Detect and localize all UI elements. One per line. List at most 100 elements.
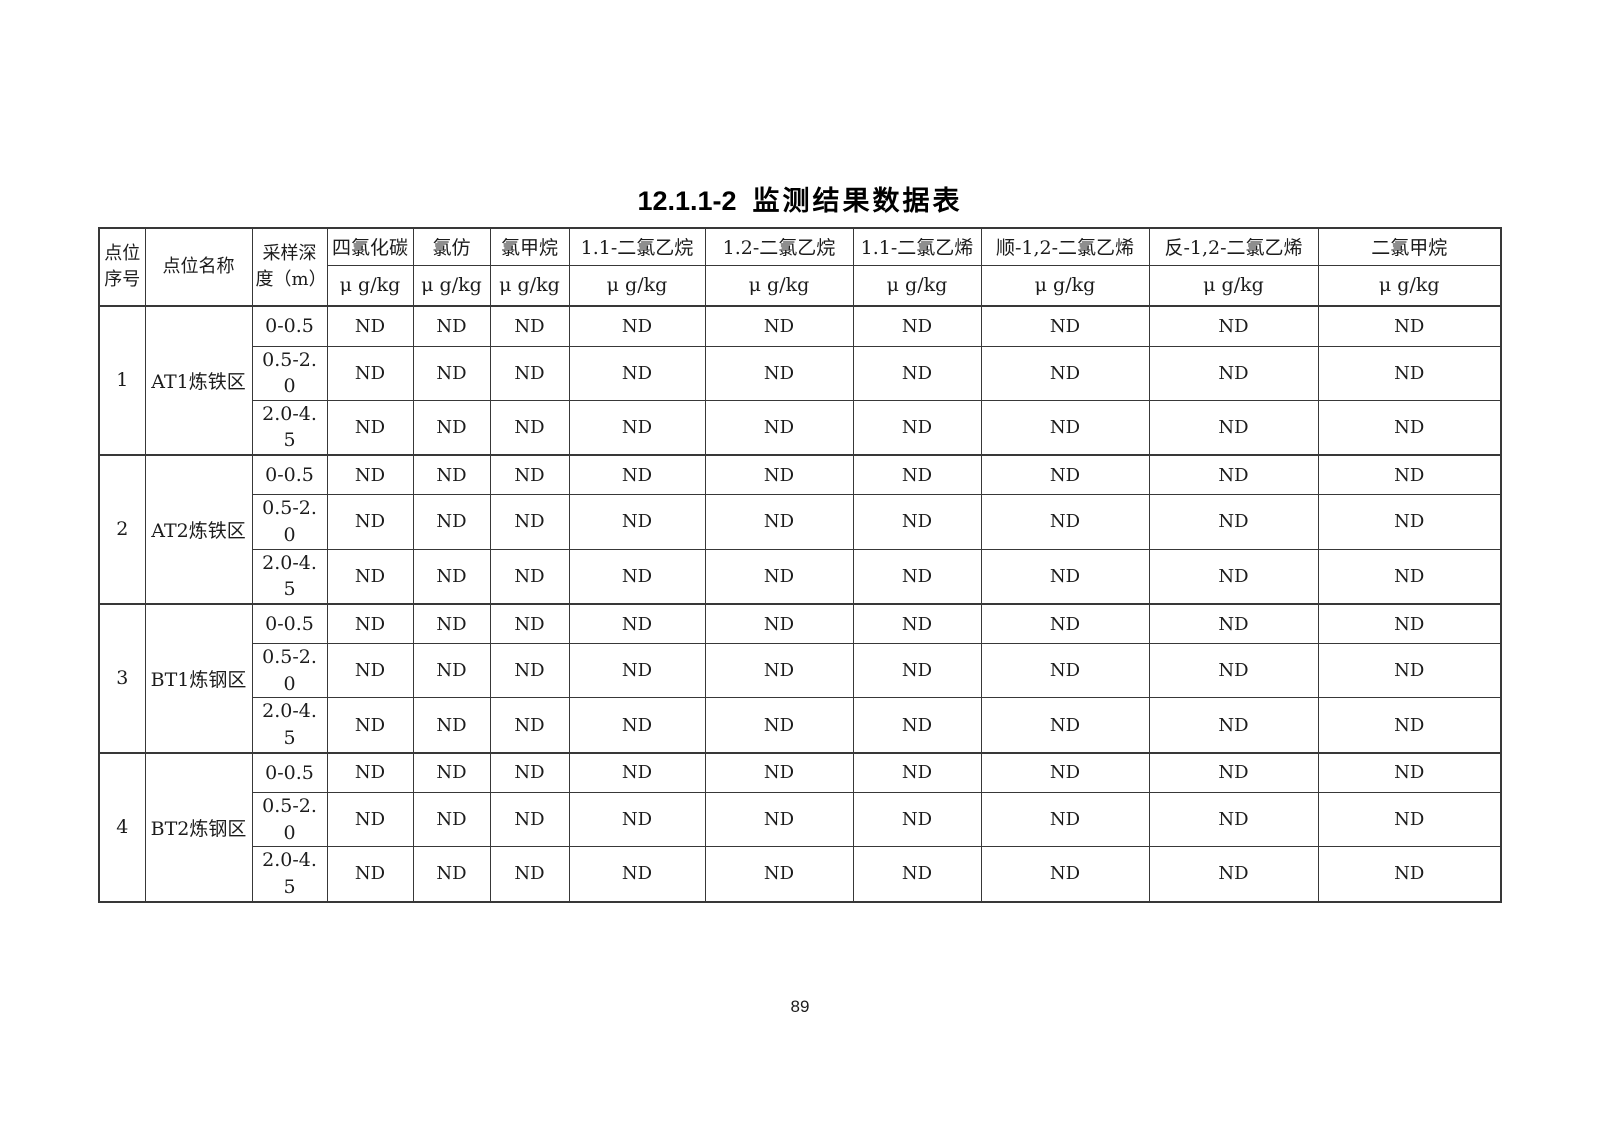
value-cell: ND [412,602,491,645]
header-analyte-1: 氯仿 [412,227,491,266]
value-cell: ND [568,643,706,699]
unit-cell-5: μ g/kg [852,264,982,307]
header-analyte-5: 1.1-二氯乙烯 [852,227,982,266]
header-analyte-0: 四氯化碳 [326,227,414,266]
page-number: 89 [790,997,810,1016]
value-cell: ND [980,305,1150,347]
value-cell: ND [704,345,854,401]
unit-cell-4: μ g/kg [704,264,854,307]
depth-value: 0.5-2.0 [262,795,317,844]
header-analyte-3: 1.1-二氯乙烷 [568,227,706,266]
value-cell: ND [412,846,491,902]
unit-cell-1: μ g/kg [412,264,491,307]
point-name-cell: BT2炼钢区 [144,751,253,902]
monitoring-table: 点位序号 点位名称 采样深度（m） 四氯化碳 氯仿 氯甲烷 1.1-二氯乙烷 1.2-二氯乙烷… [98,227,1502,903]
point-name-cell: AT2炼铁区 [144,453,253,605]
depth-value: 0-0.5 [265,612,314,635]
value-cell: ND [980,548,1150,605]
point-index-cell: 1 [98,305,146,456]
value-cell: ND [980,453,1150,496]
value-cell: ND [852,846,982,902]
depth-cell: 0.5-2.0 [251,643,328,699]
table-row: 2.0-4.5 ND ND ND ND ND ND ND ND ND [99,399,1502,456]
depth-cell: 0-0.5 [251,751,328,794]
value-cell: ND [326,792,414,848]
table-row: 4 BT2炼钢区 0-0.5 ND ND ND ND ND ND ND ND ND [98,751,1502,902]
depth-cell: 2.0-4.5 [251,548,328,605]
value-cell: ND [568,602,706,645]
value-cell: ND [568,792,706,848]
value-cell: ND [568,548,706,605]
value-cell: ND [568,399,706,456]
value-cell: ND [1317,453,1502,496]
value-cell: ND [1317,548,1502,605]
value-cell: ND [326,494,414,550]
value-cell: ND [412,792,491,848]
depth-cell: 0-0.5 [251,305,328,347]
value-cell: ND [326,602,414,645]
page-title: 12.1.1-2 监测结果数据表 [0,179,1600,218]
value-cell: ND [852,548,982,605]
value-cell: ND [1317,399,1502,456]
table-row: 3 BT1炼钢区 0-0.5 ND ND ND ND ND ND ND ND ND [98,602,1502,754]
header-analyte-6: 顺-1,2-二氯乙烯 [980,227,1150,266]
table-container: 点位序号 点位名称 采样深度（m） 四氯化碳 氯仿 氯甲烷 1.1-二氯乙烷 1.2-二氯乙烷… [98,227,1502,903]
unit-cell-2: μ g/kg [489,264,570,307]
table-row: 0.5-2.0 ND ND ND ND ND ND ND ND ND [99,494,1502,550]
table-number: 12.1.1-2 [637,186,737,216]
table-row: 2.0-4.5 ND ND ND ND ND ND ND ND ND [99,548,1502,605]
point-index-cell: 3 [98,602,146,754]
value-cell: ND [1317,697,1502,754]
value-cell: ND [980,643,1150,699]
depth-cell: 2.0-4.5 [251,399,328,456]
value-cell: ND [1148,792,1319,848]
value-cell: ND [1148,643,1319,699]
value-cell: ND [1317,751,1502,794]
point-index-cell: 4 [98,751,146,902]
value-cell: ND [1148,345,1319,401]
unit-cell-6: μ g/kg [980,264,1150,307]
value-cell: ND [1317,643,1502,699]
table-row: 2.0-4.5 ND ND ND ND ND ND ND ND ND [99,697,1502,754]
value-cell: ND [852,345,982,401]
value-cell: ND [489,494,570,550]
value-cell: ND [852,792,982,848]
value-cell: ND [326,846,414,902]
value-cell: ND [489,602,570,645]
depth-cell: 0-0.5 [251,602,328,645]
value-cell: ND [489,305,570,347]
depth-cell: 0.5-2.0 [251,792,328,848]
table-row: 0.5-2.0 ND ND ND ND ND ND ND ND ND [99,345,1502,401]
depth-value: 2.0-4.5 [262,551,317,601]
depth-cell: 2.0-4.5 [251,846,328,902]
value-cell: ND [704,643,854,699]
value-cell: ND [1148,399,1319,456]
value-cell: ND [489,453,570,496]
value-cell: ND [980,399,1150,456]
value-cell: ND [852,399,982,456]
point-index-cell: 2 [98,453,146,605]
value-cell: ND [1148,453,1319,496]
depth-cell: 0.5-2.0 [251,494,328,550]
depth-value: 0.5-2.0 [262,646,317,695]
value-cell: ND [412,345,491,401]
value-cell: ND [1148,846,1319,902]
value-cell: ND [1148,697,1319,754]
value-cell: ND [980,751,1150,794]
value-cell: ND [1317,345,1502,401]
value-cell: ND [852,751,982,794]
value-cell: ND [568,305,706,347]
value-cell: ND [1317,792,1502,848]
depth-value: 0.5-2.0 [262,497,317,546]
value-cell: ND [412,751,491,794]
depth-value: 2.0-4.5 [262,849,317,898]
table-title-text: 监测结果数据表 [752,186,963,216]
value-cell: ND [852,305,982,347]
value-cell: ND [1317,305,1502,347]
value-cell: ND [980,846,1150,902]
point-name-cell: AT1炼铁区 [144,305,253,456]
value-cell: ND [1148,305,1319,347]
value-cell: ND [1148,751,1319,794]
depth-value: 2.0-4.5 [262,700,317,750]
value-cell: ND [412,305,491,347]
